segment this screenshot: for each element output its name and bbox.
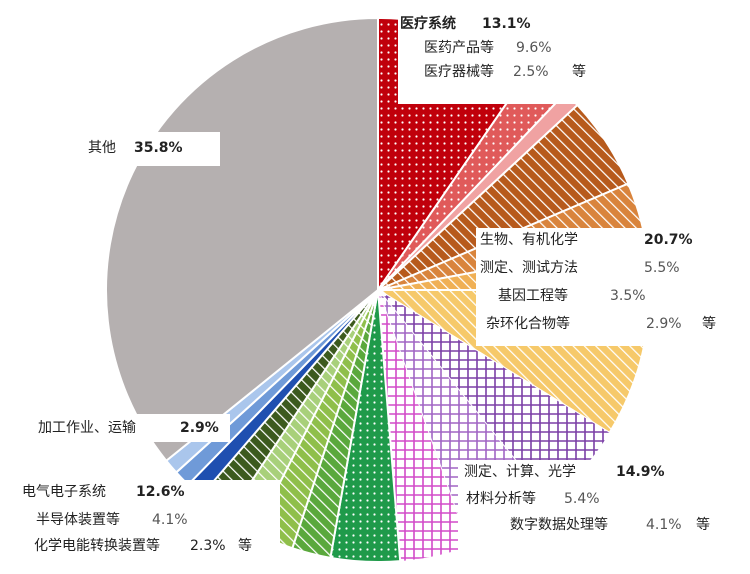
label-bio-sub3: 杂环化合物等 — [486, 316, 570, 332]
pie-slice-pattern — [378, 105, 629, 291]
label-process-pct: 2.9% — [180, 420, 219, 436]
label-bio-suffix: 等 — [702, 316, 716, 332]
pie-slice-pattern — [227, 290, 378, 533]
label-measure-sub2: 数字数据处理等 — [510, 517, 608, 533]
label-electric: 电气电子系统 12.6% 半导体装置等 4.1% 化学电能转换装置等 2.3% 等 — [18, 480, 280, 570]
label-medical-suffix: 等 — [572, 64, 586, 80]
label-measure: 测定、计算、光学 14.9% 材料分析等 5.4% 数字数据处理等 4.1% 等 — [458, 460, 720, 552]
label-electric-sub2: 化学电能转换装置等 — [34, 538, 160, 554]
label-bio-sub1: 测定、测试方法 — [480, 260, 578, 276]
label-bio: 生物、有机化学 20.7% 测定、测试方法 5.5% 基因工程等 3.5% 杂环化合物… — [476, 228, 722, 346]
label-electric-sub1: 半导体装置等 — [36, 512, 120, 528]
label-bio-sub2-pct: 3.5% — [610, 288, 646, 304]
label-other-title: 其他 — [88, 140, 116, 156]
label-medical-sub1-pct: 9.6% — [516, 40, 552, 56]
label-medical-title: 医疗系统 — [400, 16, 456, 32]
pie-slice-pattern — [330, 290, 401, 563]
label-other: 其他 35.8% — [60, 132, 220, 166]
label-measure-pct: 14.9% — [616, 464, 665, 480]
label-other-pct: 35.8% — [134, 140, 183, 156]
pie-slice-pattern — [378, 65, 566, 290]
pie-slice — [105, 16, 379, 463]
label-medical-sub2-pct: 2.5% — [513, 64, 549, 80]
label-electric-pct: 12.6% — [136, 484, 185, 500]
label-medical: 医疗系统 13.1% 医药产品等 9.6% 医疗器械等 2.5% 等 — [398, 12, 586, 104]
label-measure-suffix: 等 — [696, 517, 710, 533]
label-medical-sub2: 医疗器械等 — [424, 64, 494, 80]
label-bio-sub3-pct: 2.9% — [646, 316, 682, 332]
pie-slice-pattern — [254, 290, 378, 549]
label-process-title: 加工作业、运输 — [38, 420, 136, 436]
label-bio-sub2: 基因工程等 — [498, 288, 568, 304]
label-medical-pct: 13.1% — [482, 16, 531, 32]
label-electric-sub1-pct: 4.1% — [152, 512, 188, 528]
label-bio-title: 生物、有机化学 — [480, 232, 578, 248]
label-measure-sub1-pct: 5.4% — [564, 491, 600, 507]
label-electric-title: 电气电子系统 — [22, 484, 106, 500]
label-measure-title: 测定、计算、光学 — [464, 464, 576, 480]
label-measure-sub1: 材料分析等 — [466, 491, 536, 507]
label-electric-sub2-pct: 2.3% — [190, 538, 226, 554]
label-measure-sub2-pct: 4.1% — [646, 517, 682, 533]
label-electric-suffix: 等 — [238, 538, 252, 554]
pie-slice-pattern — [200, 290, 378, 517]
label-process: 加工作业、运输 2.9% — [30, 414, 230, 442]
label-medical-sub1: 医药产品等 — [424, 40, 494, 56]
label-bio-sub1-pct: 5.5% — [644, 260, 680, 276]
label-bio-pct: 20.7% — [644, 232, 693, 248]
